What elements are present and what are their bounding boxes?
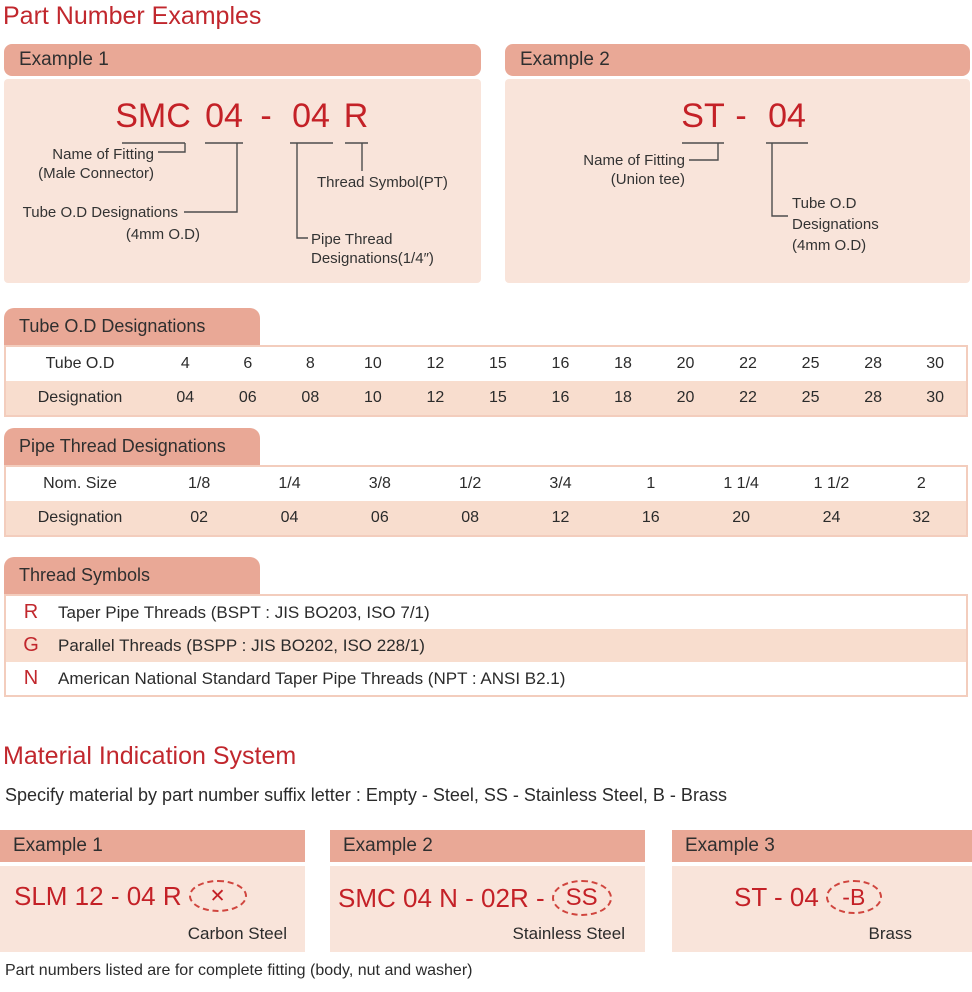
material-part-number: ST - 04 [734,881,819,912]
material-section-title: Material Indication System [3,742,297,770]
material-example3-header: Example 3 [672,830,972,862]
material-suffix-circle: ✕ [188,880,247,912]
material-part-number-row: ST - 04 -B [734,880,882,914]
material-part-number: SLM 12 - 04 R [14,880,182,911]
material-example3-box: ST - 04 -B Brass [672,866,972,952]
example1-header: Example 1 [4,44,481,76]
part-number-segment: 04 [292,97,330,135]
part-number-segment: - [260,97,272,135]
material-example1-box: SLM 12 - 04 R ✕ Carbon Steel [0,866,305,952]
pipe-thread-table: Nom. Size 1/8 1/4 3/8 1/2 3/4 1 1 1/4 1 … [4,465,968,537]
thread-symbol-description: Parallel Threads (BSPP : JIS BO202, ISO … [58,635,425,655]
thread-symbol-letter: N [23,667,39,689]
part-number-segment: ST [681,97,725,135]
material-example2-header: Example 2 [330,830,645,862]
example2-header-label: Example 2 [520,49,610,70]
thread-symbols-section-tab: Thread Symbols [4,557,260,594]
material-part-number: SMC 04 N - 02R - [338,882,545,913]
part-number-segment: R [343,97,369,135]
material-example1-header: Example 1 [0,830,305,862]
example1-callout-lines [122,142,368,239]
thread-symbol-letter: G [23,634,39,656]
pipe-thread-section-tab: Pipe Thread Designations [4,428,260,465]
callout-tube-od-line2: (4mm O.D) [125,226,200,243]
thread-symbol-description: Taper Pipe Threads (BSPT : JIS BO203, IS… [58,602,430,622]
callout-tube-od: Tube O.D Designations (4mm O.D) [792,195,879,254]
part-number-segment: SMC [115,97,191,135]
material-example2-box: SMC 04 N - 02R - SS Stainless Steel [330,866,645,952]
tube-od-table: Tube O.D 4 6 8 10 12 15 16 18 20 22 25 2… [4,345,968,417]
material-label: Carbon Steel [187,924,287,943]
table-row: Designation 04 06 08 10 12 15 16 18 20 2… [5,381,967,416]
callout-tube-od-line1: Tube O.D Designations [22,204,178,221]
part-number-segment: 04 [768,97,806,135]
part-number-segment: 04 [205,97,243,135]
example2-header: Example 2 [505,44,970,76]
table-row: Tube O.D 4 6 8 10 12 15 16 18 20 22 25 2… [5,346,967,381]
thread-symbol-description: American National Standard Taper Pipe Th… [58,668,566,688]
example1-header-label: Example 1 [19,49,109,70]
thread-symbol-row: N American National Standard Taper Pipe … [6,662,966,695]
callout-thread-symbol: Thread Symbol(PT) [317,174,448,191]
tube-od-section-tab: Tube O.D Designations [4,308,260,345]
thread-symbol-row: R Taper Pipe Threads (BSPT : JIS BO203, … [6,596,966,629]
thread-symbol-letter: R [23,601,39,623]
example2-panel: ST - 04 Name of Fitting (Union tee) Tube… [505,79,970,283]
table-row: Nom. Size 1/8 1/4 3/8 1/2 3/4 1 1 1/4 1 … [5,466,967,501]
material-suffix-circle: SS [551,880,612,916]
material-label: Stainless Steel [512,924,625,943]
page-footer: Part numbers listed are for complete fit… [5,962,473,979]
material-label: Brass [868,924,912,943]
material-part-number-row: SMC 04 N - 02R - SS [338,880,612,916]
part-number-segment: - [735,97,747,135]
page-title: Part Number Examples [3,2,262,30]
material-part-number-row: SLM 12 - 04 R ✕ [14,880,247,912]
thread-symbols-table: R Taper Pipe Threads (BSPT : JIS BO203, … [4,594,968,697]
material-section-subtitle: Specify material by part number suffix l… [5,785,727,805]
material-suffix-circle: -B [825,880,882,914]
table-row: Designation 02 04 06 08 12 16 20 24 32 [5,501,967,536]
example2-callout-lines [682,142,808,217]
callout-name-of-fitting: Name of Fitting (Male Connector) [38,146,154,182]
callout-pipe-thread: Pipe Thread Designations(1/4″) [311,231,434,267]
thread-symbol-row: G Parallel Threads (BSPP : JIS BO202, IS… [6,629,966,662]
callout-name-of-fitting: Name of Fitting (Union tee) [583,152,685,188]
example1-panel: SMC 04 - 04 R Name of Fitting (Male Conn… [4,79,481,283]
